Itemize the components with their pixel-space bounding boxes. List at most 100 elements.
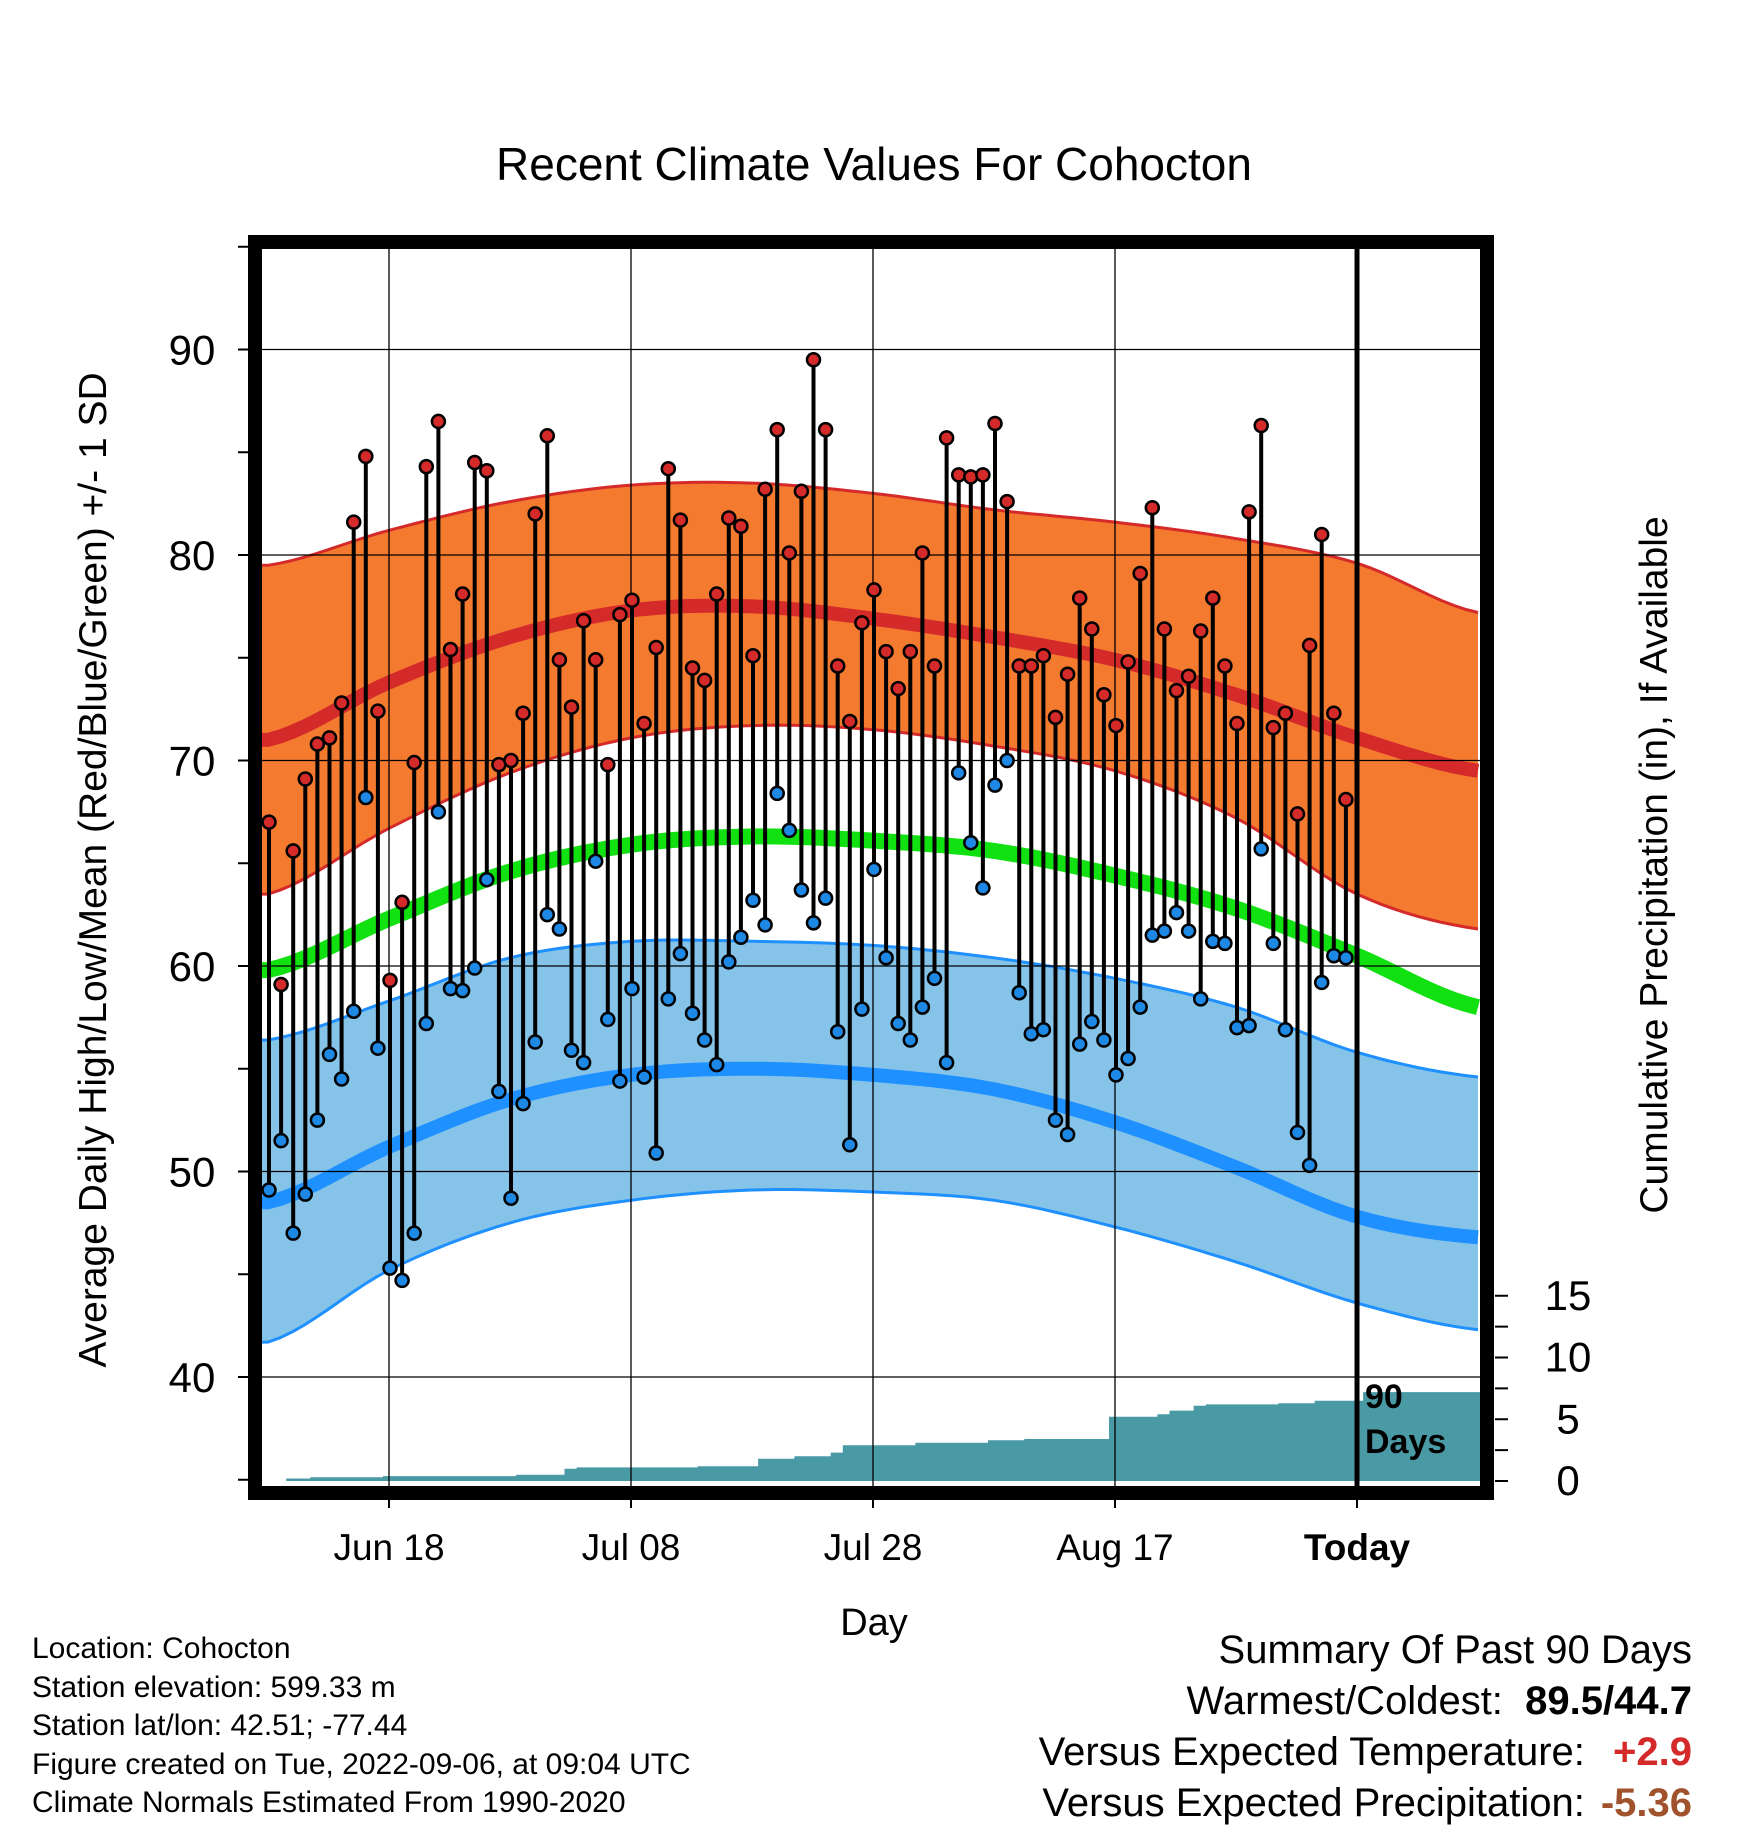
daily-high-point [297, 771, 314, 787]
daily-high-point [358, 448, 374, 465]
y2-axis-label: Cumulative Precipitation (in), If Availa… [1633, 516, 1676, 1213]
daily-low-point [733, 929, 749, 945]
daily-high-point [466, 454, 483, 471]
daily-high-point [1156, 621, 1173, 637]
daily-high-point [1313, 526, 1330, 543]
daily-high-point [418, 458, 435, 475]
daily-high-point [539, 428, 556, 444]
daily-high-point [1265, 719, 1282, 736]
daily-low-point [1156, 923, 1173, 939]
daily-high-point [285, 843, 301, 859]
daily-high-point [575, 613, 592, 629]
daily-low-point [1071, 1036, 1088, 1052]
daily-high-point [636, 715, 652, 732]
daily-low-point [745, 892, 761, 908]
x-tick-label: Today [1304, 1527, 1411, 1568]
daily-high-point [527, 506, 543, 522]
daily-high-point [914, 545, 931, 561]
daily-low-point [1338, 950, 1354, 966]
daily-high-point [648, 639, 664, 656]
daily-low-point [672, 945, 689, 962]
daily-low-point [1035, 1021, 1052, 1038]
daily-low-point [418, 1015, 435, 1032]
warm-cold-slash: / [1603, 1679, 1615, 1723]
daily-high-point [1084, 621, 1100, 637]
daily-low-point [975, 880, 991, 896]
daily-high-point [1277, 705, 1294, 721]
daily-high-point [950, 467, 967, 483]
daily-low-point [1253, 841, 1269, 857]
daily-high-point [563, 699, 580, 715]
latlon-text: Station lat/lon: 42.51; -77.44 [32, 1709, 408, 1742]
coldest-value: 44.7 [1614, 1679, 1692, 1723]
daily-high-point [1023, 658, 1040, 674]
daily-low-point [938, 1054, 955, 1071]
daily-high-point [817, 421, 834, 438]
low-sd-band-lower-edge [262, 1188, 1479, 1344]
station-info: Location: Cohocton Station elevation: 59… [32, 1630, 691, 1823]
daily-low-point [430, 804, 447, 820]
daily-low-point [539, 906, 556, 923]
daily-low-point [757, 917, 773, 933]
daily-low-point [1289, 1124, 1306, 1141]
daily-low-point [1011, 984, 1027, 1001]
daily-high-point [1180, 668, 1197, 684]
daily-low-point [805, 915, 822, 931]
x-tick-label: Jul 28 [824, 1527, 923, 1568]
daily-low-point [370, 1040, 386, 1056]
daily-high-point [793, 483, 810, 500]
temp-anomaly-value: +2.9 [1613, 1730, 1692, 1774]
daily-high-point [273, 976, 289, 993]
daily-low-point [527, 1034, 543, 1050]
daily-low-point [479, 871, 495, 888]
x-axis-label: Day [840, 1602, 908, 1644]
daily-low-point [769, 785, 785, 802]
daily-high-point [1289, 806, 1306, 822]
daily-low-point [1047, 1112, 1064, 1128]
daily-low-point [1192, 991, 1209, 1007]
x-tick-label: Jun 18 [333, 1527, 444, 1568]
daily-high-point [781, 545, 798, 561]
daily-low-point [793, 882, 810, 898]
daily-high-point [721, 510, 737, 526]
daily-low-point [454, 982, 471, 999]
daily-low-point [866, 861, 882, 878]
daily-low-point [1108, 1067, 1124, 1083]
daily-high-point [926, 658, 943, 674]
y-tick-label: 80 [169, 532, 216, 579]
temp-anomaly-label: Versus Expected Temperature: [1038, 1730, 1585, 1774]
daily-low-point [309, 1112, 326, 1128]
daily-high-point [1217, 658, 1233, 674]
daily-high-point [394, 894, 410, 911]
daily-high-point [805, 352, 822, 368]
x-tick-label: Aug 17 [1056, 1527, 1173, 1568]
daily-low-point [1326, 947, 1342, 964]
normals-note: Climate Normals Estimated From 1990-2020 [32, 1786, 626, 1819]
daily-low-point [1301, 1157, 1318, 1174]
daily-high-point [745, 647, 761, 664]
daily-high-point [829, 658, 846, 674]
daily-low-point [684, 1005, 701, 1022]
daily-low-point [829, 1024, 846, 1040]
daily-low-point [914, 999, 931, 1015]
warm-cold-label: Warmest/Coldest: [1186, 1679, 1503, 1723]
daily-high-point [1035, 647, 1052, 664]
daily-high-point [963, 469, 979, 485]
daily-low-point [999, 752, 1015, 769]
daily-low-point [1313, 974, 1330, 991]
summary-panel: Summary Of Past 90 Days Warmest/Coldest:… [1039, 1625, 1692, 1829]
daily-high-point [684, 660, 701, 676]
y-axis-label: Average Daily High/Low/Mean (Red/Blue/Gr… [72, 372, 115, 1367]
precip-anomaly-label: Versus Expected Precipitation: [1042, 1781, 1585, 1825]
daily-high-point [442, 641, 459, 658]
daily-low-point [563, 1042, 580, 1059]
daily-low-point [950, 765, 967, 781]
daily-low-point [297, 1186, 314, 1202]
daily-high-point [757, 481, 773, 497]
daily-high-point [866, 582, 882, 598]
daily-high-point [370, 703, 386, 719]
y2-tick-label: 5 [1556, 1395, 1579, 1442]
daily-high-point [333, 695, 350, 711]
daily-high-point [406, 754, 422, 771]
y-tick-label: 60 [169, 943, 216, 990]
